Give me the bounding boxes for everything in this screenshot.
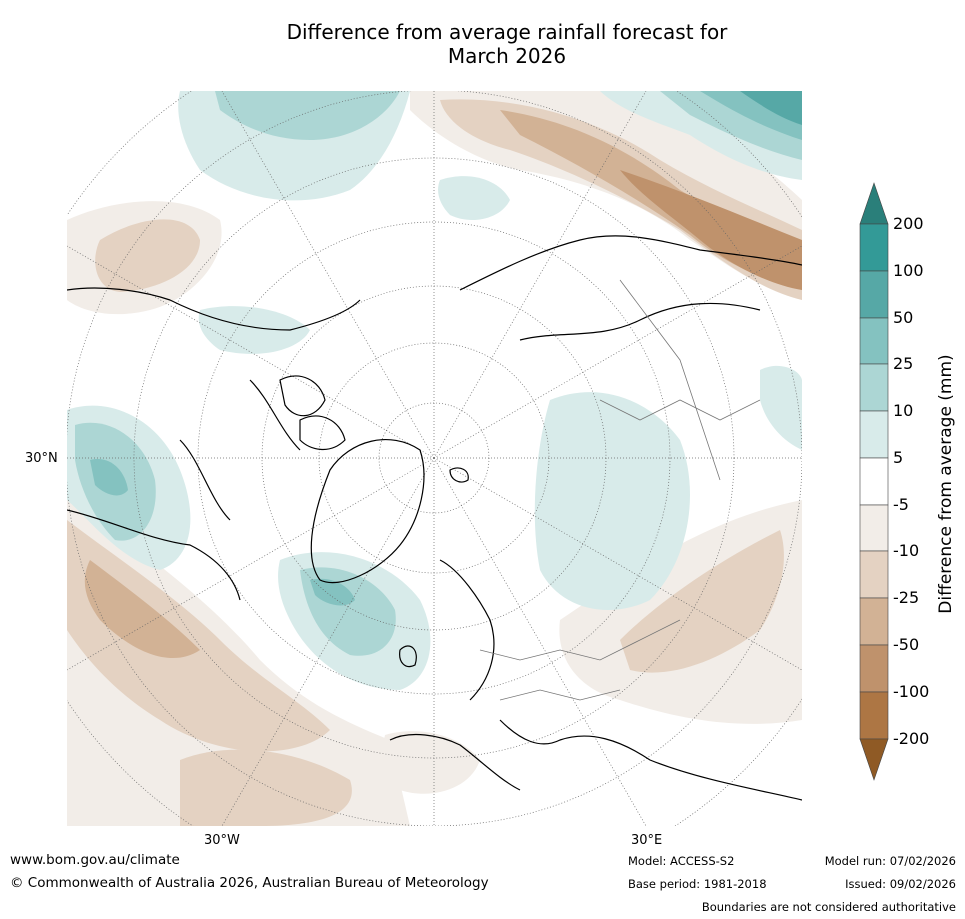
arctic-islands-coast bbox=[279, 375, 346, 450]
colorbar-segment bbox=[859, 691, 889, 740]
colorbar-segment bbox=[859, 363, 889, 412]
wet-anomaly-region bbox=[760, 365, 802, 450]
wet-anomaly-region bbox=[740, 91, 802, 125]
colorbar-extend-max bbox=[859, 182, 889, 225]
issued-date: Issued: 09/02/2026 bbox=[845, 877, 956, 891]
wet-anomaly-region bbox=[534, 392, 690, 610]
colorbar-segment bbox=[859, 457, 889, 506]
colorbar-segment bbox=[859, 270, 889, 319]
country-borders bbox=[479, 279, 761, 701]
wet-anomaly-region bbox=[438, 176, 510, 220]
colorbar-tick-label: -25 bbox=[893, 588, 920, 607]
coastlines bbox=[67, 235, 802, 801]
colorbar-segment bbox=[859, 504, 889, 552]
wet-anomaly-region bbox=[90, 459, 128, 496]
latitude-circle bbox=[197, 221, 671, 695]
website-link[interactable]: www.bom.gov.au/climate bbox=[10, 852, 180, 868]
model-run-date: Model run: 07/02/2026 bbox=[824, 854, 956, 868]
base-period: Base period: 1981-2018 bbox=[628, 877, 767, 891]
colorbar-tick-label: 10 bbox=[893, 401, 914, 420]
dry-anomaly-region bbox=[383, 731, 480, 794]
colorbar-tick-label: 50 bbox=[893, 308, 914, 327]
border-line bbox=[479, 619, 681, 661]
model-name: Model: ACCESS-S2 bbox=[628, 854, 735, 868]
colorbar-segment bbox=[859, 597, 889, 646]
dry-anomaly-region bbox=[620, 530, 784, 673]
eurasia-coast bbox=[439, 235, 802, 701]
latitude-label: 30°N bbox=[25, 451, 58, 466]
boundaries-disclaimer: Boundaries are not considered authoritat… bbox=[701, 900, 956, 914]
border-line bbox=[599, 399, 761, 421]
colorbar-tick-label: 100 bbox=[893, 261, 924, 280]
colorbar-tick-label: -10 bbox=[893, 541, 920, 560]
dry-anomaly-region bbox=[67, 520, 330, 752]
title-line-1: Difference from average rainfall forecas… bbox=[286, 20, 728, 44]
longitude-label-west: 30°W bbox=[204, 833, 240, 848]
map-canvas bbox=[67, 91, 802, 826]
border-line bbox=[499, 689, 621, 701]
dry-anomaly-region bbox=[620, 170, 802, 290]
border-line bbox=[619, 279, 721, 481]
longitude-label-east: 30°E bbox=[631, 833, 663, 848]
colorbar-segment bbox=[859, 644, 889, 693]
colorbar-tick-label: 25 bbox=[893, 354, 914, 373]
colorbar bbox=[859, 182, 889, 781]
colorbar-extend-min bbox=[859, 738, 889, 781]
dry-anomaly-region bbox=[84, 560, 200, 659]
colorbar-tick-label: -100 bbox=[893, 682, 930, 701]
colorbar-tick-label: -200 bbox=[893, 729, 930, 748]
title-line-2: March 2026 bbox=[447, 44, 567, 68]
svalbard-coast bbox=[449, 467, 469, 483]
greenland-coast bbox=[310, 439, 425, 584]
wet-anomaly-region bbox=[215, 91, 400, 140]
colorbar-segment bbox=[859, 223, 889, 272]
wet-anomaly-region bbox=[198, 306, 310, 354]
dry-anomaly-region bbox=[95, 219, 200, 292]
colorbar-tick-label: 5 bbox=[893, 448, 904, 467]
colorbar-tick-label: -50 bbox=[893, 635, 920, 654]
colorbar-segment bbox=[859, 410, 889, 459]
colorbar-tick-label: 200 bbox=[893, 214, 924, 233]
colorbar-segment bbox=[859, 550, 889, 599]
copyright-notice: © Commonwealth of Australia 2026, Austra… bbox=[10, 875, 489, 891]
north-america-coast bbox=[67, 287, 361, 601]
graticule bbox=[67, 91, 802, 826]
map-title: Difference from average rainfall forecas… bbox=[0, 20, 965, 68]
wet-anomaly-region bbox=[310, 578, 355, 606]
dry-anomaly-region bbox=[180, 749, 352, 826]
colorbar-segment bbox=[859, 317, 889, 365]
colorbar-tick-label: -5 bbox=[893, 495, 909, 514]
colorbar-title: Difference from average (mm) bbox=[936, 354, 956, 614]
europe-coast bbox=[389, 645, 802, 801]
